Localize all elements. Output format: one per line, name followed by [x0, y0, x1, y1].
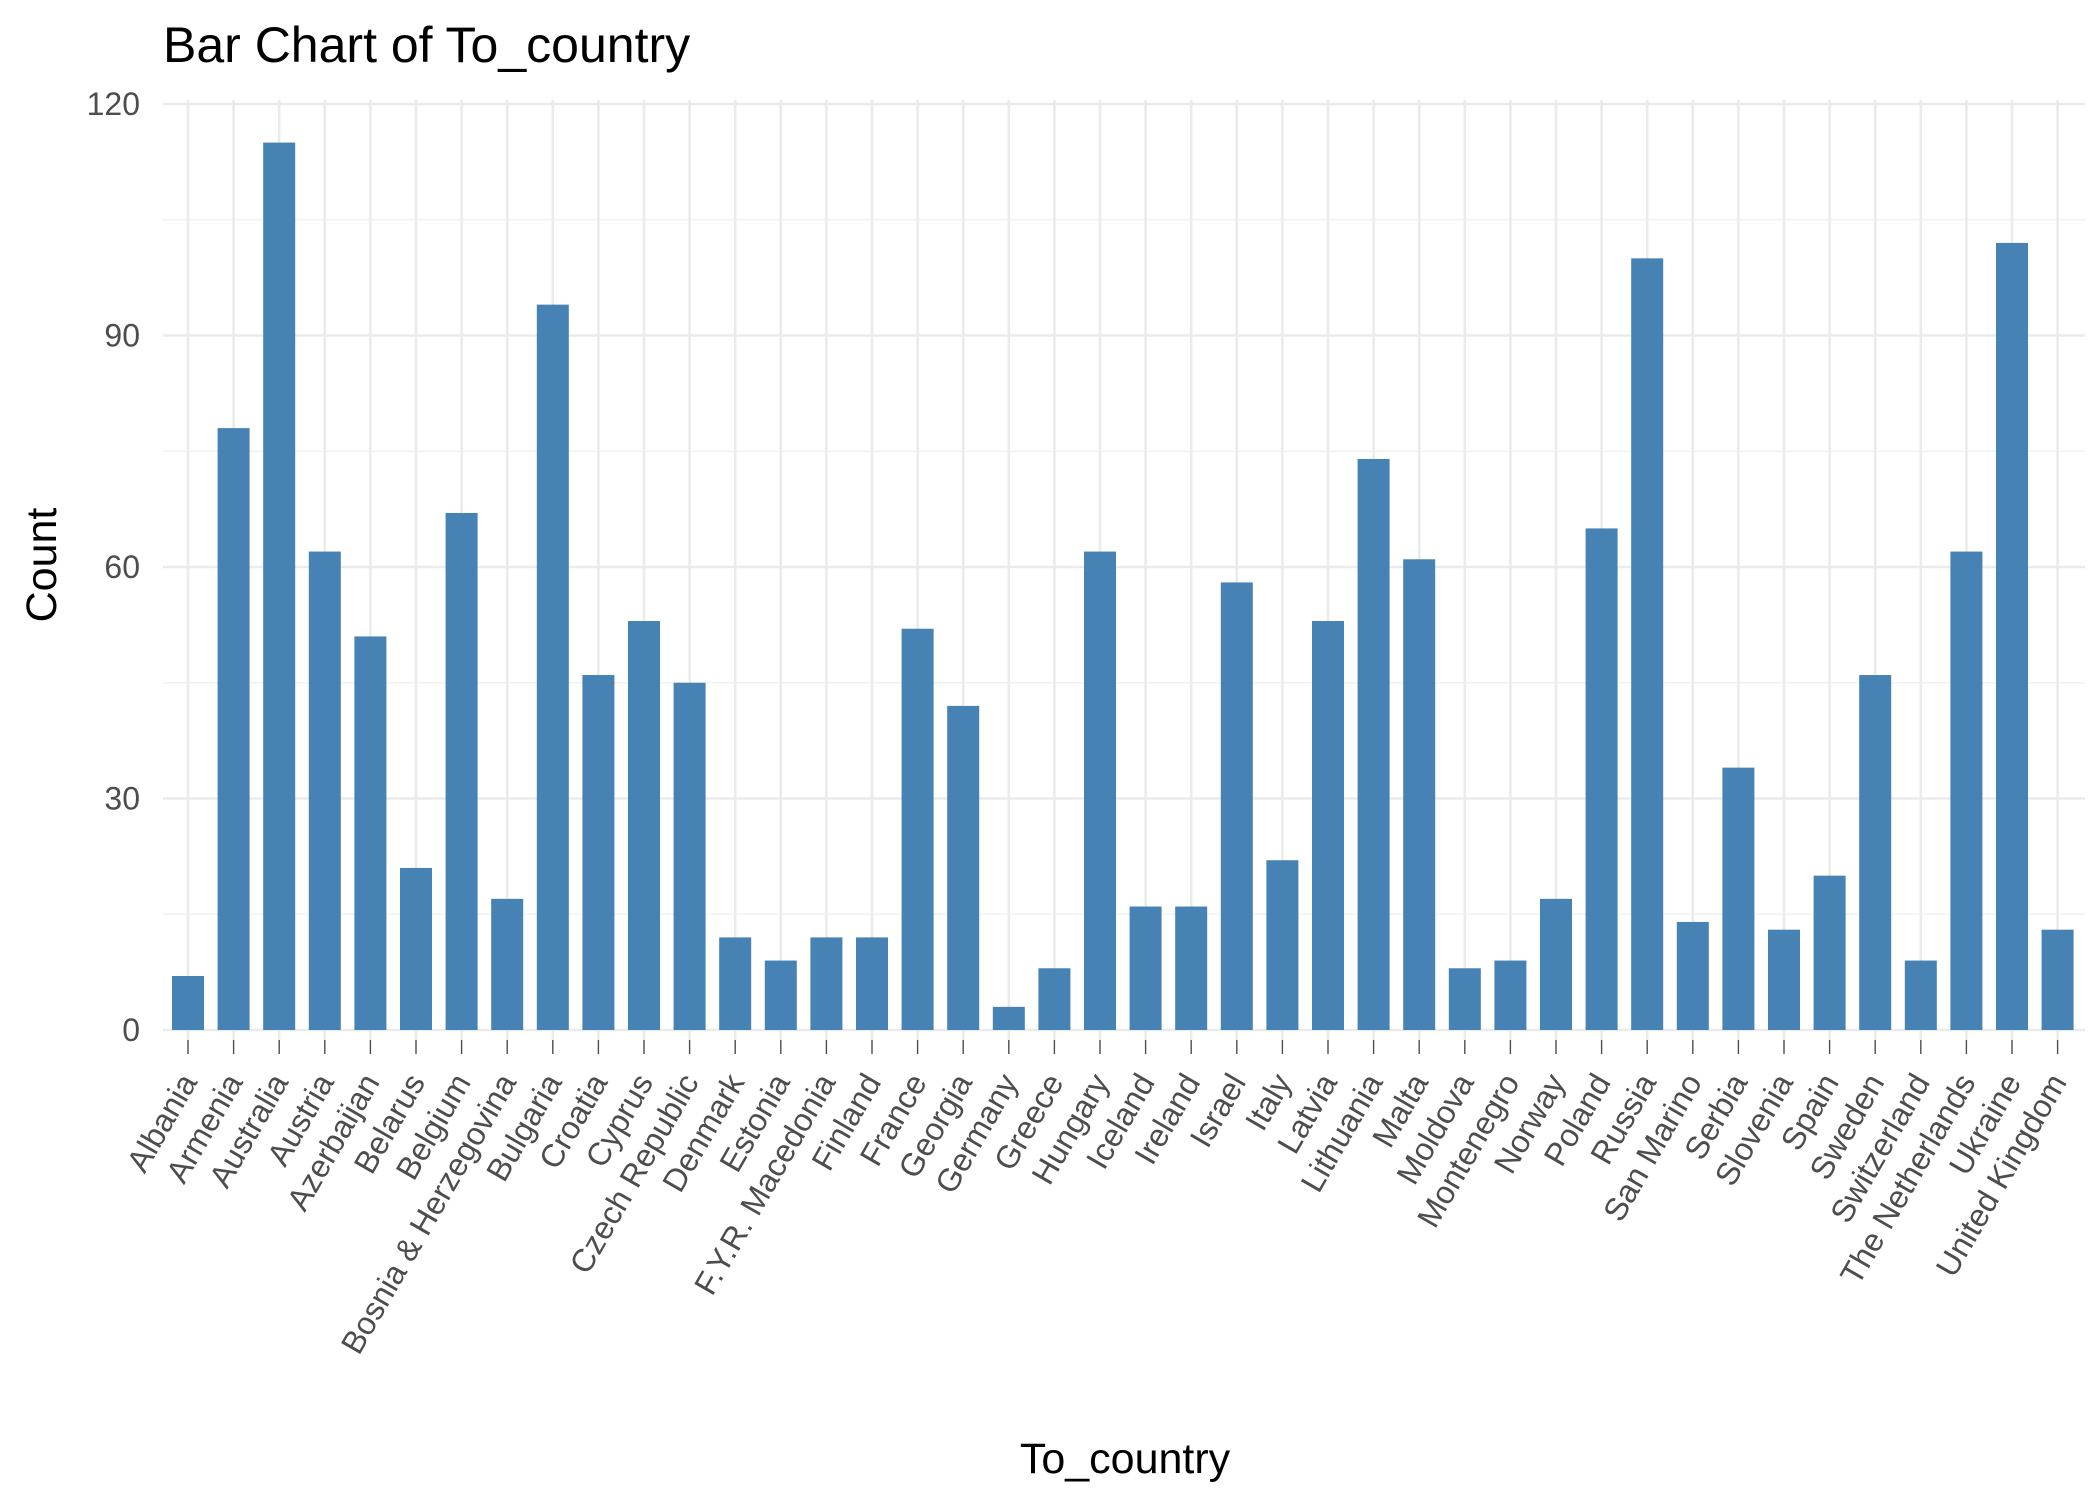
bar: [856, 937, 888, 1030]
x-axis-ticks: AlbaniaArmeniaAustraliaAustriaAzerbaijan…: [120, 1040, 2074, 1360]
bar: [1084, 551, 1116, 1030]
bar: [308, 551, 341, 1030]
bar: [354, 636, 387, 1030]
y-tick-label: 0: [122, 1012, 140, 1048]
bar: [1904, 960, 1937, 1030]
y-axis-title: Count: [18, 508, 66, 623]
bar: [628, 621, 660, 1030]
y-axis-ticks: 0 30 60 90 120: [87, 86, 140, 1048]
bar: [947, 705, 980, 1030]
bar: [1312, 621, 1344, 1030]
bar: [1175, 906, 1208, 1030]
bar: [582, 675, 615, 1030]
y-tick-label: 30: [104, 781, 140, 817]
bar: [536, 304, 569, 1031]
bar: [263, 142, 296, 1031]
x-axis-title: To_country: [1020, 1435, 1231, 1483]
y-tick-label: 90: [104, 318, 140, 354]
bar: [1448, 968, 1481, 1030]
bar: [491, 898, 524, 1030]
chart-title: Bar Chart of To_country: [163, 17, 690, 73]
bar: [673, 682, 706, 1030]
y-tick-label: 120: [87, 86, 140, 122]
bar: [1129, 906, 1162, 1030]
bar: [445, 512, 478, 1030]
bar: [172, 975, 204, 1030]
bar: [1813, 875, 1846, 1030]
bar: [719, 937, 752, 1030]
bar: [1950, 551, 1983, 1030]
bar: [901, 628, 934, 1030]
bar: [1768, 929, 1800, 1030]
bar: [1859, 675, 1892, 1030]
bar: [1038, 968, 1071, 1030]
bar: [1357, 458, 1390, 1030]
bar: [1494, 960, 1527, 1030]
bar: [992, 1006, 1025, 1030]
bar: [217, 428, 250, 1031]
bar: [1676, 921, 1709, 1030]
bar: [1403, 559, 1436, 1030]
bar: [1631, 258, 1664, 1030]
bar: [764, 960, 797, 1030]
bar: [1540, 898, 1572, 1030]
y-tick-label: 60: [104, 549, 140, 585]
bar: [1585, 528, 1618, 1030]
bar: [810, 937, 843, 1030]
bar: [1722, 767, 1755, 1030]
bar: [1266, 860, 1299, 1030]
bar: [400, 867, 432, 1030]
bar: [2041, 929, 2074, 1030]
bar: [1996, 242, 2028, 1030]
bar-layer: [172, 142, 2074, 1031]
bar: [1220, 582, 1253, 1030]
